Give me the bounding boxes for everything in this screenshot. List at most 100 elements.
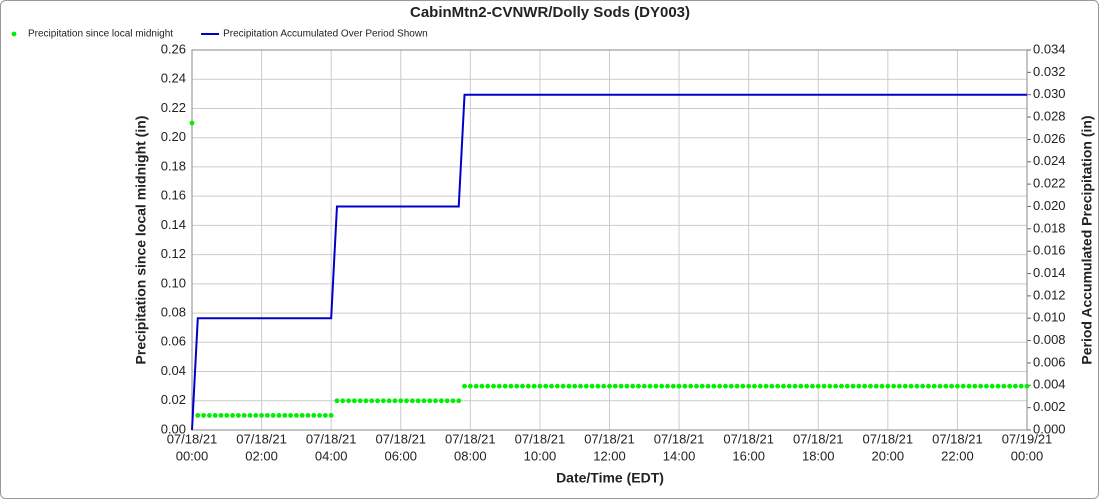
data-point xyxy=(427,398,433,404)
data-point xyxy=(485,383,491,389)
data-point xyxy=(949,383,955,389)
data-point xyxy=(218,412,224,418)
y2-tick-label: 0.002 xyxy=(1033,399,1066,414)
data-point xyxy=(624,383,630,389)
data-point xyxy=(699,383,705,389)
data-point xyxy=(531,383,537,389)
data-point xyxy=(206,412,212,418)
data-point xyxy=(827,383,833,389)
data-point xyxy=(398,398,404,404)
data-point xyxy=(810,383,815,389)
data-point xyxy=(902,383,908,389)
x-tick-label: 20:00 xyxy=(872,448,905,463)
y-tick-label: 0.16 xyxy=(161,188,186,203)
data-point xyxy=(856,383,862,389)
y2-tick-label: 0.000 xyxy=(1033,421,1066,436)
data-point xyxy=(264,412,270,418)
data-point xyxy=(763,383,769,389)
data-point xyxy=(746,383,752,389)
data-point xyxy=(340,398,346,404)
data-point xyxy=(688,383,694,389)
data-point xyxy=(908,383,914,389)
data-point xyxy=(995,383,1001,389)
x-tick-label: 07/18/21 xyxy=(723,431,774,446)
data-point xyxy=(897,383,902,389)
data-point xyxy=(328,412,334,418)
y2-tick-label: 0.026 xyxy=(1033,131,1066,146)
data-point xyxy=(659,383,665,389)
y2-tick-label: 0.030 xyxy=(1033,86,1066,101)
x-tick-label: 12:00 xyxy=(593,448,626,463)
data-point xyxy=(473,383,479,389)
data-point xyxy=(1018,383,1024,389)
data-point xyxy=(821,383,827,389)
data-point xyxy=(955,383,960,389)
data-point xyxy=(943,383,949,389)
data-point xyxy=(299,412,305,418)
data-point xyxy=(525,383,531,389)
data-point xyxy=(984,383,989,389)
y-tick-label: 0.06 xyxy=(161,334,186,349)
x-tick-label: 18:00 xyxy=(802,448,835,463)
data-point xyxy=(415,398,421,404)
data-point xyxy=(195,412,201,418)
data-point xyxy=(502,383,508,389)
data-point xyxy=(792,383,798,389)
data-point xyxy=(276,412,282,418)
x-axis-title: Date/Time (EDT) xyxy=(556,470,664,486)
data-point xyxy=(514,383,520,389)
data-point xyxy=(224,412,230,418)
data-point xyxy=(612,383,618,389)
x-tick-label: 00:00 xyxy=(1011,448,1044,463)
data-point xyxy=(868,383,873,389)
data-point xyxy=(804,383,810,389)
y-tick-label: 0.24 xyxy=(161,71,186,86)
data-line xyxy=(191,93,1027,431)
data-point xyxy=(647,383,653,389)
y-axis-title: Precipitation since local midnight (in) xyxy=(133,116,149,365)
x-tick-label: 16:00 xyxy=(732,448,765,463)
data-point xyxy=(456,398,462,404)
y-tick-label: 0.04 xyxy=(161,363,186,378)
y-tick-label: 0.00 xyxy=(161,421,186,436)
data-point xyxy=(839,383,844,389)
data-point xyxy=(317,412,322,418)
data-point xyxy=(1001,383,1007,389)
data-point xyxy=(752,383,757,389)
data-point xyxy=(653,383,659,389)
legend-label: Precipitation Accumulated Over Period Sh… xyxy=(223,29,428,40)
data-point xyxy=(966,383,972,389)
data-point xyxy=(380,398,386,404)
data-point xyxy=(520,383,525,389)
y2-tick-label: 0.008 xyxy=(1033,332,1066,347)
x-tick-label: 06:00 xyxy=(384,448,417,463)
data-point xyxy=(844,383,850,389)
data-point xyxy=(682,383,688,389)
data-point xyxy=(601,383,607,389)
y-tick-label: 0.12 xyxy=(161,246,186,261)
x-tick-label: 04:00 xyxy=(315,448,348,463)
y2-tick-label: 0.022 xyxy=(1033,176,1066,191)
data-point xyxy=(543,383,549,389)
data-point xyxy=(375,398,380,404)
y2-tick-label: 0.024 xyxy=(1033,153,1066,168)
data-point xyxy=(665,383,670,389)
data-point xyxy=(554,383,560,389)
data-point xyxy=(253,412,259,418)
data-point xyxy=(386,398,392,404)
data-point xyxy=(305,412,311,418)
data-point xyxy=(705,383,711,389)
x-tick-label: 22:00 xyxy=(941,448,974,463)
data-point xyxy=(711,383,717,389)
y-tick-label: 0.18 xyxy=(161,158,186,173)
data-point xyxy=(717,383,723,389)
data-point xyxy=(351,398,357,404)
data-point xyxy=(508,383,514,389)
data-point xyxy=(734,383,740,389)
y-tick-label: 0.10 xyxy=(161,275,186,290)
data-point xyxy=(769,383,775,389)
data-point xyxy=(363,398,369,404)
data-point xyxy=(346,398,351,404)
data-point xyxy=(433,398,438,404)
